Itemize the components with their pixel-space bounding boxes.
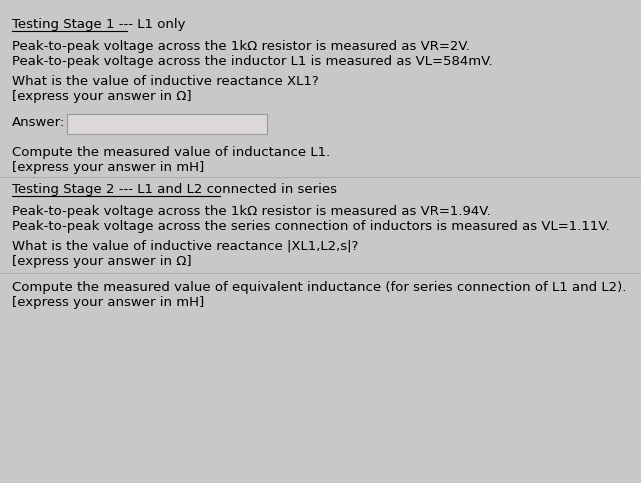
Text: Answer:: Answer: (12, 116, 65, 129)
Text: Peak-to-peak voltage across the series connection of inductors is measured as VL: Peak-to-peak voltage across the series c… (12, 220, 610, 233)
Text: Peak-to-peak voltage across the 1kΩ resistor is measured as VR=1.94V.: Peak-to-peak voltage across the 1kΩ resi… (12, 205, 491, 218)
Text: Testing Stage 2 --- L1 and L2 connected in series: Testing Stage 2 --- L1 and L2 connected … (12, 183, 337, 196)
Text: Compute the measured value of equivalent inductance (for series connection of L1: Compute the measured value of equivalent… (12, 281, 626, 294)
Text: [express your answer in mH]: [express your answer in mH] (12, 161, 204, 174)
Text: Peak-to-peak voltage across the inductor L1 is measured as VL=584mV.: Peak-to-peak voltage across the inductor… (12, 55, 493, 68)
Text: What is the value of inductive reactance |XL1,L2,s|?: What is the value of inductive reactance… (12, 240, 358, 253)
Text: Testing Stage 1 --- L1 only: Testing Stage 1 --- L1 only (12, 18, 185, 31)
Text: [express your answer in mH]: [express your answer in mH] (12, 296, 204, 309)
Text: [express your answer in Ω]: [express your answer in Ω] (12, 90, 192, 103)
Text: Compute the measured value of inductance L1.: Compute the measured value of inductance… (12, 146, 330, 159)
FancyBboxPatch shape (67, 114, 267, 134)
Text: Peak-to-peak voltage across the 1kΩ resistor is measured as VR=2V.: Peak-to-peak voltage across the 1kΩ resi… (12, 40, 470, 53)
Text: [express your answer in Ω]: [express your answer in Ω] (12, 255, 192, 268)
Text: What is the value of inductive reactance XL1?: What is the value of inductive reactance… (12, 75, 319, 88)
